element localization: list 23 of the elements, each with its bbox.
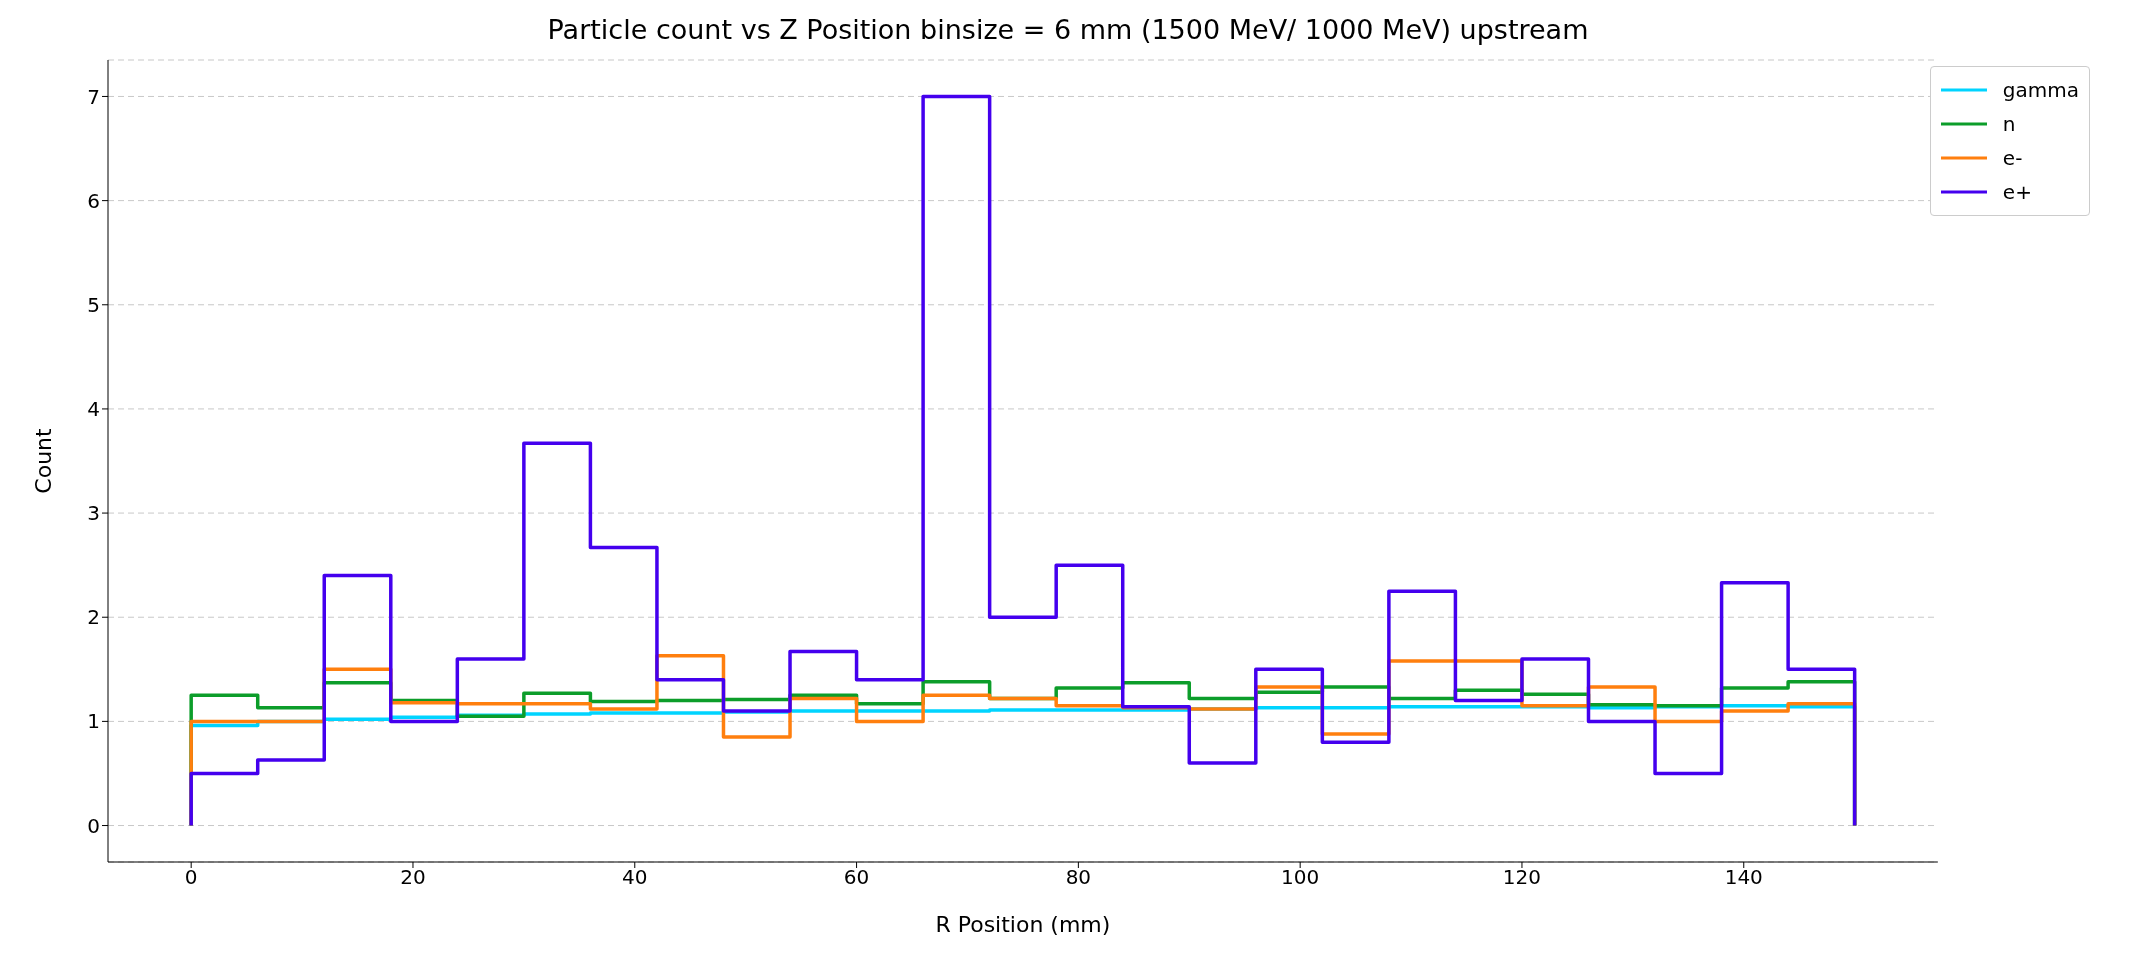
y-tick-label: 3 xyxy=(87,501,100,526)
y-tick-label: 1 xyxy=(87,709,100,734)
legend-label: n xyxy=(2002,112,2016,136)
x-tick-label: 120 xyxy=(1502,865,1542,890)
y-tick-label: 4 xyxy=(87,397,100,422)
legend-label: e+ xyxy=(2002,180,2032,204)
x-tick-label: 100 xyxy=(1281,865,1320,890)
legend-label: e- xyxy=(2002,146,2023,170)
x-axis-title: R Position (mm) xyxy=(935,912,1111,937)
y-tick-label: 6 xyxy=(87,188,100,213)
y-tick-label: 2 xyxy=(87,605,100,630)
y-tick-label: 7 xyxy=(87,84,100,109)
x-tick-label: 20 xyxy=(400,865,426,890)
legend-label: gamma xyxy=(2002,78,2079,102)
y-axis-title: Count xyxy=(30,427,56,494)
x-tick-label: 140 xyxy=(1724,865,1763,890)
x-tick-label: 0 xyxy=(184,865,198,890)
x-tick-label: 60 xyxy=(843,865,870,890)
x-tick-label: 40 xyxy=(622,865,648,890)
y-tick-label: 0 xyxy=(87,813,100,838)
chart-title: Particle count vs Z Position binsize = 6 mm (1500 MeV/ 1000 MeV) upstream xyxy=(546,13,1590,47)
y-tick-label: 5 xyxy=(87,292,100,317)
x-tick-label: 80 xyxy=(1065,865,1092,890)
